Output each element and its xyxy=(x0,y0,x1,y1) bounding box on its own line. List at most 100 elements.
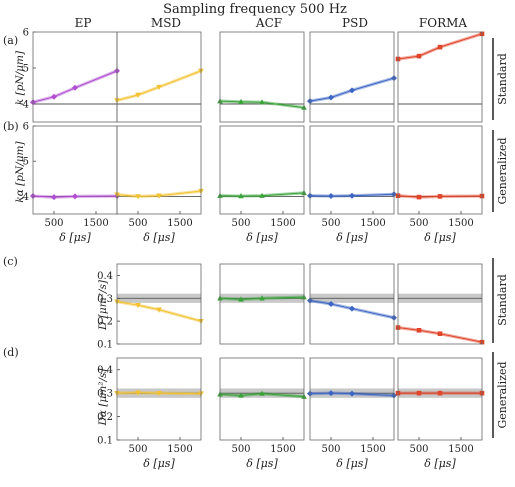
panel-label-d: (d) xyxy=(3,346,19,359)
series-trend-msd xyxy=(116,392,202,395)
data-point-psd xyxy=(349,390,355,397)
series-trend-acf xyxy=(219,192,305,197)
figure-title: Sampling frequency 500 Hz xyxy=(163,2,347,17)
data-point-acf xyxy=(259,192,265,198)
panel-frame xyxy=(219,357,305,441)
panel-label-b: (b) xyxy=(3,120,19,133)
y-tick-label: 4 xyxy=(23,192,29,203)
panel-frame xyxy=(309,357,395,441)
panel-frame xyxy=(397,357,483,441)
series-trend-psd xyxy=(309,300,395,319)
data-point-forma xyxy=(437,331,443,337)
data-point-forma xyxy=(416,390,422,396)
series-trend-msd xyxy=(116,70,202,101)
series-trend-msd xyxy=(116,301,202,322)
x-axis-label: δ [μs] xyxy=(143,231,175,244)
data-point-ep xyxy=(72,84,78,91)
data-point-msd xyxy=(135,302,141,309)
side-label-b: Generalized xyxy=(496,137,509,204)
panel-frame xyxy=(219,31,305,123)
panel-frame xyxy=(309,125,395,215)
x-tick-label: 500 xyxy=(231,444,250,455)
panel-label-c: (c) xyxy=(3,255,18,268)
series-trend-forma xyxy=(397,195,483,198)
data-point-acf xyxy=(259,390,265,396)
x-axis-label: δ [μs] xyxy=(424,457,456,470)
x-axis-label: δ [μs] xyxy=(59,231,91,244)
panel-frame xyxy=(397,125,483,215)
panel-frame xyxy=(32,125,118,215)
y-tick-label: 0.1 xyxy=(97,340,113,351)
series-trend-ep xyxy=(32,70,118,103)
data-point-acf xyxy=(238,193,244,199)
data-point-msd xyxy=(156,84,162,91)
data-point-ep xyxy=(51,93,57,100)
panel-frame xyxy=(219,263,305,345)
method-label-acf: ACF xyxy=(255,16,282,30)
x-axis-label: δ [μs] xyxy=(336,231,368,244)
x-tick-label: 500 xyxy=(128,444,147,455)
y-tick-label: 6 xyxy=(23,122,29,133)
y-tick-label: 0.2 xyxy=(97,317,113,328)
side-label-a: Standard xyxy=(496,53,509,105)
y-tick-label: 0.1 xyxy=(97,436,113,447)
data-point-psd xyxy=(328,390,334,397)
y-tick-label: 5 xyxy=(23,157,29,168)
method-label-forma: FORMA xyxy=(419,16,467,30)
x-tick-label: 1500 xyxy=(83,218,108,229)
y-label-row-a: k [pN/μm] xyxy=(14,50,26,105)
x-tick-label: 500 xyxy=(321,218,340,229)
y-tick-label: 0.3 xyxy=(97,294,113,305)
series-trend-ep xyxy=(32,195,118,198)
x-tick-label: 500 xyxy=(128,218,147,229)
data-point-ep xyxy=(51,194,57,201)
x-tick-label: 1500 xyxy=(360,218,385,229)
x-tick-label: 500 xyxy=(409,218,428,229)
data-point-acf xyxy=(238,98,244,105)
x-tick-label: 500 xyxy=(44,218,63,229)
x-axis-label: δ [μs] xyxy=(143,457,175,470)
x-tick-label: 500 xyxy=(321,444,340,455)
data-point-msd xyxy=(135,92,141,98)
series-trend-psd xyxy=(309,193,395,197)
y-tick-label: 0.4 xyxy=(97,365,113,376)
data-point-acf xyxy=(259,295,265,301)
y-label-row-d: Dα [μm²/s] xyxy=(97,368,109,427)
x-axis-label: δ [μs] xyxy=(336,457,368,470)
x-axis-label: δ [μs] xyxy=(246,231,278,244)
series-trend-psd xyxy=(309,77,395,102)
data-point-ep xyxy=(72,193,78,200)
y-tick-label: 0.3 xyxy=(97,389,113,400)
data-point-psd xyxy=(328,193,334,200)
x-tick-label: 1500 xyxy=(360,444,385,455)
series-trend-acf xyxy=(219,296,305,300)
data-point-forma xyxy=(437,194,443,199)
y-tick-label: 0.4 xyxy=(97,271,113,282)
panel-frame xyxy=(219,125,305,215)
side-label-c: Standard xyxy=(496,274,509,326)
data-point-acf xyxy=(259,99,265,105)
panel-label-a: (a) xyxy=(3,34,18,47)
y-tick-label: 6 xyxy=(23,28,29,39)
data-point-forma xyxy=(437,390,443,396)
panel-frame xyxy=(397,31,483,123)
x-axis-label: δ [μs] xyxy=(246,457,278,470)
method-label-psd: PSD xyxy=(342,16,368,30)
panel-frame xyxy=(397,263,483,345)
data-point-msd xyxy=(135,194,141,200)
panel-frame xyxy=(116,31,202,123)
panel-frame xyxy=(309,263,395,345)
data-point-msd xyxy=(156,390,162,397)
data-point-acf xyxy=(238,392,244,398)
series-trend-psd xyxy=(309,392,395,396)
data-point-msd xyxy=(156,193,162,199)
y-tick-label: 4 xyxy=(23,100,29,111)
x-tick-label: 1500 xyxy=(270,444,295,455)
y-label-row-b: kα [pN/μm] xyxy=(14,140,26,202)
data-point-psd xyxy=(349,192,355,199)
data-point-msd xyxy=(156,307,162,313)
series-trend-acf xyxy=(219,393,305,398)
x-tick-label: 1500 xyxy=(270,218,295,229)
data-point-acf xyxy=(238,296,244,302)
